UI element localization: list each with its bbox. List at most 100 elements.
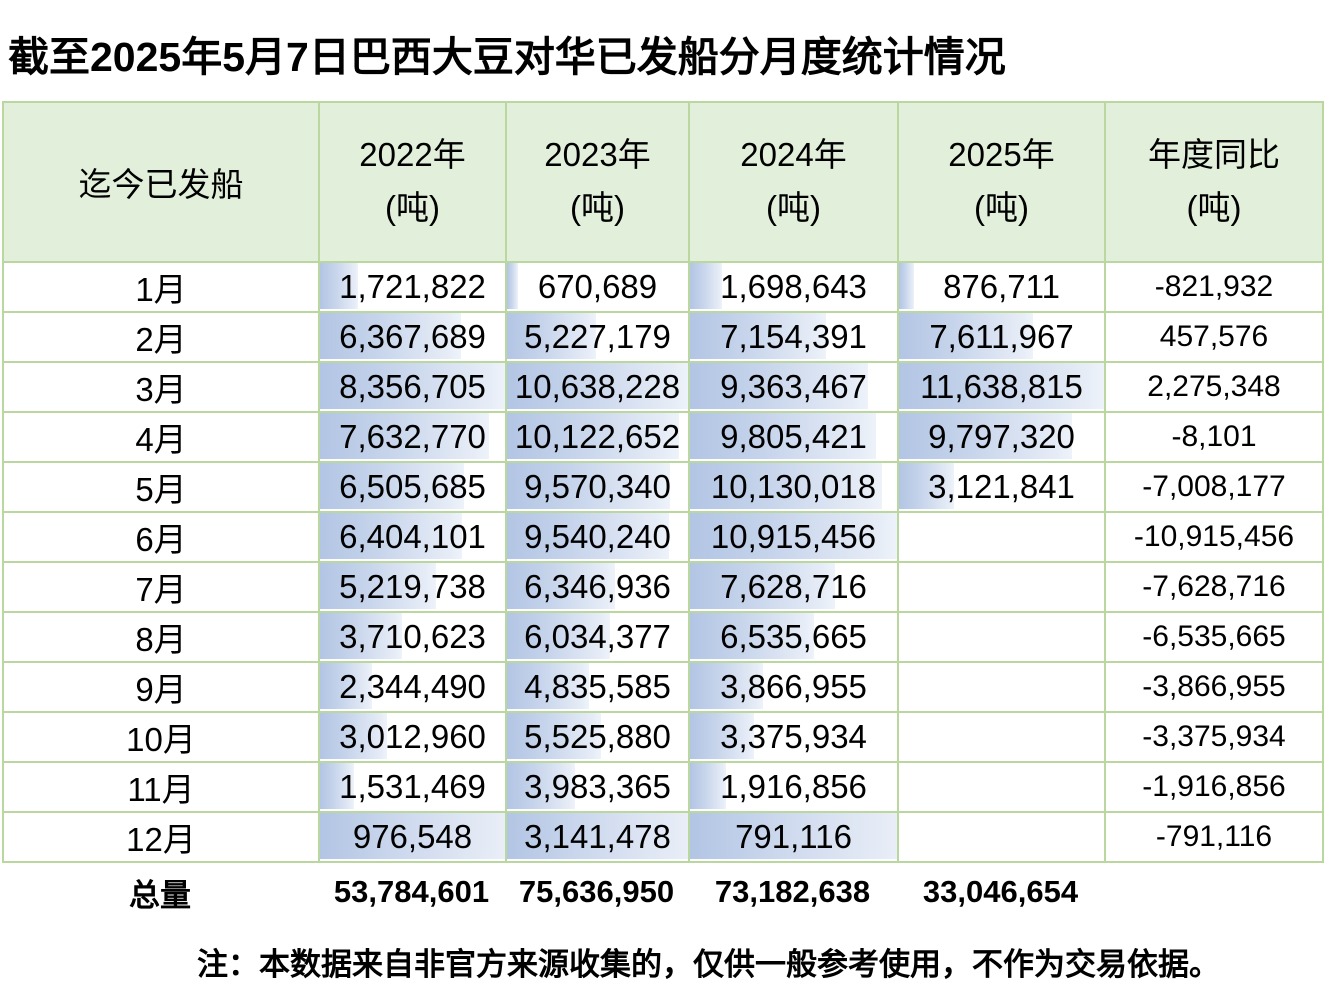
header-cell-months: 迄今已发船 xyxy=(2,101,320,263)
value-cell-2023: 5,227,179 xyxy=(505,311,690,363)
cell-value: 3,375,934 xyxy=(720,718,867,755)
footnote: 注：本数据来自非官方来源收集的，仅供一般参考使用，不作为交易依据。 xyxy=(197,947,1220,982)
value-cell-2023: 3,983,365 xyxy=(505,761,690,813)
data-bar xyxy=(899,413,1072,459)
value-cell-2023: 5,525,880 xyxy=(505,711,690,763)
cell-value: 9,570,340 xyxy=(524,468,671,505)
total-row: 总量 53,784,601 75,636,950 73,182,638 33,0… xyxy=(2,863,1322,921)
data-bar xyxy=(320,363,505,409)
data-bar xyxy=(690,363,868,409)
yoy-cell: -6,535,665 xyxy=(1104,611,1324,663)
data-bar xyxy=(320,563,436,609)
data-bar xyxy=(320,813,505,859)
value-cell-2024: 1,698,643 xyxy=(688,261,899,313)
data-bar xyxy=(690,813,897,859)
header-unit-label: (吨) xyxy=(570,189,625,226)
header-year-label: 2024年 xyxy=(740,136,847,174)
cell-value: 3,012,960 xyxy=(339,718,486,755)
cell-value: 3,866,955 xyxy=(720,668,867,705)
data-bar xyxy=(690,463,883,509)
total-label: 总量 xyxy=(129,877,191,913)
data-bar xyxy=(320,313,461,359)
month-label: 10月 xyxy=(2,711,320,763)
value-cell-2022: 2,344,490 xyxy=(318,661,507,713)
data-bar xyxy=(507,663,590,709)
value-cell-2023: 6,034,377 xyxy=(505,611,690,663)
header-cell-2023: 2023年 (吨) xyxy=(505,101,690,263)
data-bar xyxy=(320,613,403,659)
cell-value: 876,711 xyxy=(943,268,1060,305)
month-label: 2月 xyxy=(2,311,320,363)
month-label: 7月 xyxy=(2,561,320,613)
cell-value: 670,689 xyxy=(537,268,658,305)
header-cell-2024: 2024年 (吨) xyxy=(688,101,899,263)
table-row: 9月 2,344,490 4,835,585 3,866,955 -3,866,… xyxy=(2,661,1324,713)
value-cell-2025: 876,711 xyxy=(897,261,1106,313)
table-row: 5月 6,505,685 9,570,340 10,130,018 3,121,… xyxy=(2,461,1324,513)
cell-value: 9,540,240 xyxy=(524,518,671,555)
month-label: 8月 xyxy=(2,611,320,663)
cell-value: 1,698,643 xyxy=(720,268,867,305)
cell-value: 10,130,018 xyxy=(710,468,877,505)
value-cell-2024: 1,916,856 xyxy=(688,761,899,813)
data-bar xyxy=(690,413,876,459)
data-bar xyxy=(320,713,387,759)
yoy-cell: -3,866,955 xyxy=(1104,661,1324,713)
data-bar xyxy=(899,463,954,509)
data-bar xyxy=(690,663,764,709)
table-row: 12月 976,548 3,141,478 791,116 -791,116 xyxy=(2,811,1324,863)
value-cell-2023: 9,570,340 xyxy=(505,461,690,513)
page-title: 截至2025年5月7日巴西大豆对华已发船分月度统计情况 xyxy=(8,33,1006,80)
cell-value: 5,219,738 xyxy=(339,568,486,605)
data-bar xyxy=(320,663,372,709)
cell-value: 7,628,716 xyxy=(720,568,867,605)
header-cell-yoy: 年度同比 (吨) xyxy=(1104,101,1324,263)
value-cell-2025 xyxy=(897,811,1106,863)
value-cell-2025 xyxy=(897,711,1106,763)
table-row: 6月 6,404,101 9,540,240 10,915,456 -10,91… xyxy=(2,511,1324,563)
cell-value: 8,356,705 xyxy=(339,368,486,405)
value-cell-2023: 3,141,478 xyxy=(505,811,690,863)
cell-value: 1,916,856 xyxy=(720,768,867,805)
value-cell-2023: 670,689 xyxy=(505,261,690,313)
yoy-cell: -7,008,177 xyxy=(1104,461,1324,513)
data-bar xyxy=(690,563,835,609)
cell-value: 7,611,967 xyxy=(929,318,1074,355)
data-bar xyxy=(320,263,359,309)
cell-value: 6,367,689 xyxy=(339,318,486,355)
table-row: 8月 3,710,623 6,034,377 6,535,665 -6,535,… xyxy=(2,611,1324,663)
yoy-cell: -791,116 xyxy=(1104,811,1324,863)
table-row: 2月 6,367,689 5,227,179 7,154,391 7,611,9… xyxy=(2,311,1324,363)
data-bar xyxy=(507,513,670,559)
table-row: 10月 3,012,960 5,525,880 3,375,934 -3,375… xyxy=(2,711,1324,763)
month-label: 6月 xyxy=(2,511,320,563)
cell-value: 6,505,685 xyxy=(339,468,486,505)
data-bar xyxy=(899,263,915,309)
value-cell-2022: 6,404,101 xyxy=(318,511,507,563)
month-label: 5月 xyxy=(2,461,320,513)
value-cell-2023: 9,540,240 xyxy=(505,511,690,563)
table-row: 3月 8,356,705 10,638,228 9,363,467 11,638… xyxy=(2,361,1324,413)
cell-value: 3,710,623 xyxy=(339,618,486,655)
header-unit-label: (吨) xyxy=(974,189,1029,226)
cell-value: 3,141,478 xyxy=(524,818,671,855)
yoy-cell: -7,628,716 xyxy=(1104,561,1324,613)
cell-value: 5,525,880 xyxy=(524,718,671,755)
value-cell-2023: 4,835,585 xyxy=(505,661,690,713)
value-cell-2024: 10,130,018 xyxy=(688,461,899,513)
data-bar xyxy=(899,363,1104,409)
data-bar xyxy=(320,463,464,509)
value-cell-2023: 6,346,936 xyxy=(505,561,690,613)
header-unit-label: (吨) xyxy=(385,189,440,226)
value-cell-2022: 1,721,822 xyxy=(318,261,507,313)
data-bar xyxy=(690,313,826,359)
cell-value: 1,721,822 xyxy=(339,268,486,305)
cell-value: 5,227,179 xyxy=(524,318,671,355)
header-cell-2025: 2025年 (吨) xyxy=(897,101,1106,263)
table-row: 7月 5,219,738 6,346,936 7,628,716 -7,628,… xyxy=(2,561,1324,613)
value-cell-2024: 3,375,934 xyxy=(688,711,899,763)
data-bar xyxy=(899,313,1034,359)
yoy-cell: 457,576 xyxy=(1104,311,1324,363)
data-bar xyxy=(507,313,596,359)
value-cell-2022: 3,710,623 xyxy=(318,611,507,663)
